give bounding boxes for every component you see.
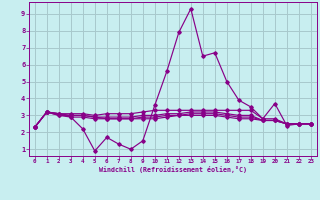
X-axis label: Windchill (Refroidissement éolien,°C): Windchill (Refroidissement éolien,°C) — [99, 166, 247, 173]
